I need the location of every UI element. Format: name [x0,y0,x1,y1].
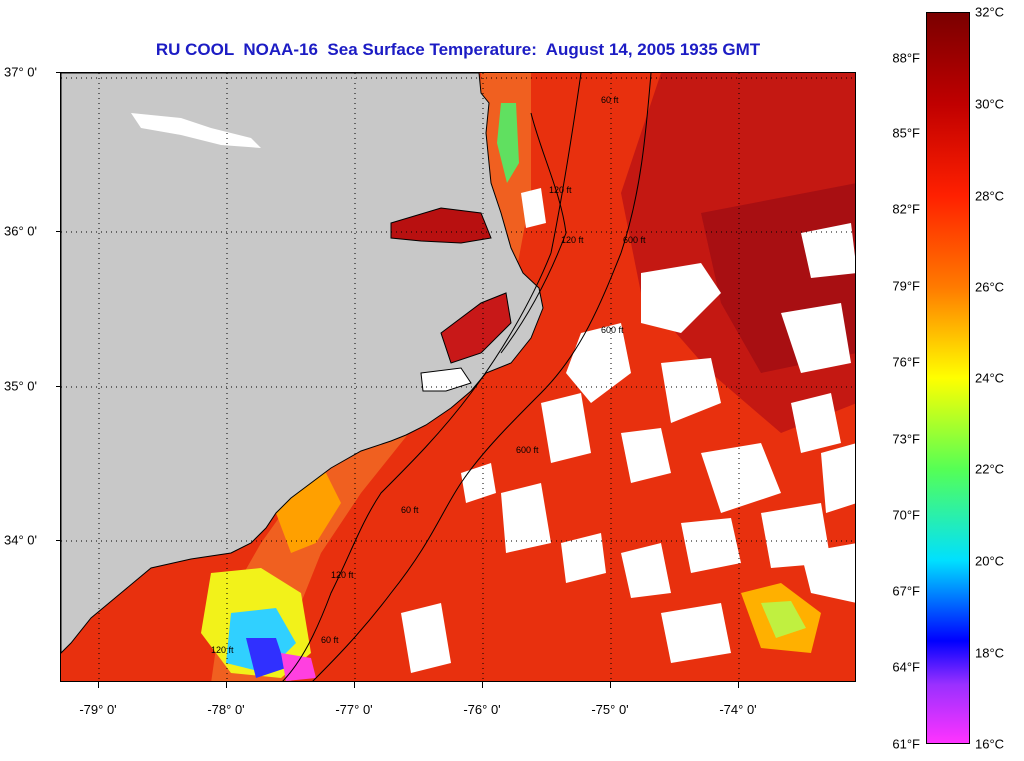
latitude-label: 36° 0' [4,223,37,239]
colorbar-fahrenheit-label: 79°F [892,278,920,294]
colorbar-fahrenheit-label: 61°F [892,736,920,752]
axis-tick [56,540,60,541]
colorbar-fahrenheit-label: 82°F [892,201,920,217]
isobath-label: 600 ft [601,325,624,335]
colorbar-celsius-label: 24°C [975,370,1005,386]
cool-water-patch [761,601,806,638]
colorbar-celsius-label: 26°C [975,279,1005,295]
axis-tick [738,682,739,688]
colorbar-fahrenheit-label: 70°F [892,507,920,523]
longitude-label: -75° 0' [591,702,629,717]
colorbar-fahrenheit-label: 88°F [892,50,920,66]
isobath-label: 600 ft [516,445,539,455]
longitude-label: -77° 0' [335,702,373,717]
colorbar-fahrenheit-label: 64°F [892,659,920,675]
colorbar-celsius-label: 18°C [975,645,1005,661]
axis-tick [354,682,355,688]
temperature-colorbar [926,12,970,744]
isobath-label: 60 ft [601,95,619,105]
graticule [61,73,855,681]
axis-tick [56,386,60,387]
longitude-label: -78° 0' [207,702,245,717]
colorbar-celsius-label: 32°C [975,4,1005,20]
sst-map-canvas: 60 ft 120 ft 600 ft 120 ft 600 ft 600 ft… [61,73,855,681]
colorbar-fahrenheit-label: 76°F [892,354,920,370]
river-estuary [131,113,261,148]
axis-tick [56,72,60,73]
isobath-label: 60 ft [401,505,419,515]
isobath-label: 120 ft [561,235,584,245]
colorbar-celsius-label: 28°C [975,188,1005,204]
river-estuary [420,367,472,392]
isobath-label: 120 ft [211,645,234,655]
cold-water-patch [246,638,286,678]
isobath-label-group: 60 ft 120 ft 600 ft 120 ft 600 ft 600 ft… [211,95,646,655]
colorbar-celsius-label: 20°C [975,553,1005,569]
colorbar-celsius-label: 30°C [975,96,1005,112]
colorbar-fahrenheit-label: 73°F [892,431,920,447]
axis-tick [482,682,483,688]
axis-tick [56,231,60,232]
axis-tick [98,682,99,688]
longitude-label: -74° 0' [719,702,757,717]
latitude-label: 34° 0' [4,532,37,548]
isobath-label: 60 ft [321,635,339,645]
isobath-label: 600 ft [623,235,646,245]
colorbar-fahrenheit-label: 85°F [892,125,920,141]
sound-water [440,292,512,364]
latitude-label: 35° 0' [4,378,37,394]
colorbar-fahrenheit-label: 67°F [892,583,920,599]
latitude-label: 37° 0' [4,64,37,80]
sst-map: 60 ft 120 ft 600 ft 120 ft 600 ft 600 ft… [60,72,856,682]
axis-tick [610,682,611,688]
isobath-label: 120 ft [331,570,354,580]
longitude-label: -76° 0' [463,702,501,717]
axis-tick [226,682,227,688]
longitude-label: -79° 0' [79,702,117,717]
isobath-contours [282,73,652,681]
map-title: RU COOL NOAA-16 Sea Surface Temperature:… [155,40,761,59]
isobath-label: 120 ft [549,185,572,195]
colorbar-celsius-label: 22°C [975,461,1005,477]
sound-water [390,207,492,244]
colorbar-celsius-label: 16°C [975,736,1005,752]
cool-water-patch [497,103,519,183]
cloud-mask [401,188,855,673]
